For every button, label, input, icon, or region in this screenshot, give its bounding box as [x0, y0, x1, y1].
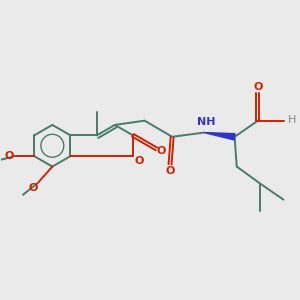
Text: O: O — [5, 151, 14, 161]
Text: O: O — [157, 146, 166, 156]
Text: O: O — [29, 183, 38, 193]
Text: O: O — [165, 166, 175, 176]
Text: O: O — [253, 82, 262, 92]
Text: H: H — [288, 115, 296, 125]
Polygon shape — [204, 133, 235, 140]
Text: O: O — [135, 156, 144, 166]
Text: NH: NH — [197, 117, 215, 127]
